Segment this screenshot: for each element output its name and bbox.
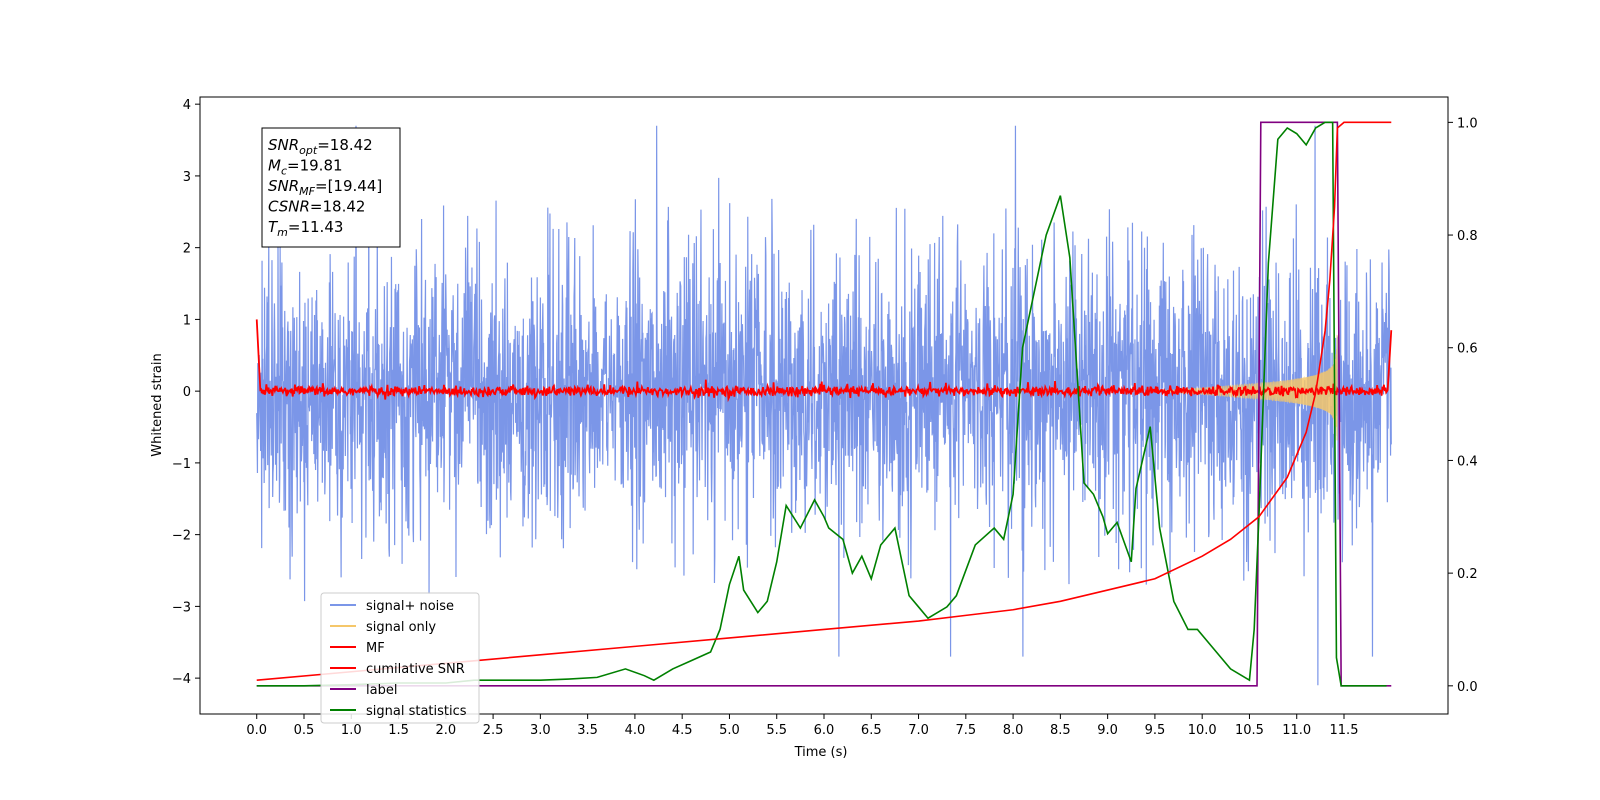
annotation-line: CSNR=18.42	[268, 198, 365, 216]
y-axis-right: 0.0 0.2 0.4 0.6 0.8 1.0	[1448, 116, 1478, 695]
x-tick-label: 7.5	[955, 723, 976, 738]
x-tick-label: 3.5	[577, 723, 598, 738]
legend-label: signal+ noise	[366, 599, 454, 614]
y-axis-left: −4 −3 −2 −1 0 1 2 3 4	[172, 98, 200, 687]
x-tick-label: 0.5	[294, 723, 315, 738]
x-tick-label: 10.5	[1235, 723, 1264, 738]
y-axis-label: Whitened strain	[150, 353, 165, 456]
x-tick-label: 4.0	[625, 723, 646, 738]
x-tick-label: 2.0	[435, 723, 456, 738]
series-signal-statistics	[256, 121, 1387, 687]
x-tick-label: 7.0	[908, 723, 929, 738]
x-axis: 0.0 0.5 1.0 1.5 2.0 2.5 3.0 3.5 4.0 4.5 5.0 5.5 6.0 6…	[246, 714, 1358, 738]
legend-frame	[320, 592, 480, 724]
y-right-tick-label: 0.0	[1457, 680, 1478, 695]
y-left-tick-label: 3	[183, 170, 191, 185]
x-tick-label: 0.0	[246, 723, 267, 738]
x-tick-label: 6.5	[861, 723, 882, 738]
x-tick-label: 5.5	[766, 723, 787, 738]
y-left-tick-label: 0	[183, 385, 191, 400]
legend-label: cumilative SNR	[366, 662, 465, 677]
x-tick-label: 9.5	[1145, 723, 1166, 738]
x-tick-label: 9.0	[1097, 723, 1118, 738]
annotation-line: SNRMF=[19.44]	[268, 177, 382, 198]
y-left-tick-label: −3	[172, 600, 191, 615]
y-left-tick-label: −1	[172, 457, 191, 472]
y-left-tick-label: 1	[183, 313, 191, 328]
x-tick-label: 1.5	[388, 723, 409, 738]
y-left-tick-label: −2	[172, 529, 191, 544]
y-right-tick-label: 1.0	[1457, 116, 1478, 131]
series-cumulative-snr	[256, 121, 1392, 681]
x-tick-label: 4.5	[672, 723, 693, 738]
y-left-tick-label: −4	[172, 672, 191, 687]
x-tick-label: 11.0	[1282, 723, 1311, 738]
y-left-tick-label: 4	[183, 98, 191, 113]
y-right-tick-label: 0.2	[1457, 567, 1478, 582]
y-right-tick-label: 0.8	[1457, 229, 1478, 244]
x-tick-label: 2.5	[483, 723, 504, 738]
legend-label: signal only	[366, 620, 436, 635]
y-right-tick-label: 0.4	[1457, 454, 1478, 469]
x-tick-label: 8.5	[1050, 723, 1071, 738]
x-tick-label: 10.0	[1188, 723, 1217, 738]
annotation-line: Mc=19.81	[268, 157, 343, 178]
y-right-tick-label: 0.6	[1457, 342, 1478, 357]
x-tick-label: 1.0	[341, 723, 362, 738]
legend-label: signal statistics	[366, 704, 467, 719]
x-tick-label: 8.0	[1003, 723, 1024, 738]
x-tick-label: 3.0	[530, 723, 551, 738]
x-tick-label: 5.0	[719, 723, 740, 738]
legend-label: MF	[366, 641, 385, 656]
annotation-line: Tm=11.43	[268, 218, 343, 239]
annotation-frame	[261, 127, 401, 248]
series-signal-noise	[256, 125, 1392, 686]
x-tick-label: 11.5	[1330, 723, 1359, 738]
x-tick-label: 6.0	[814, 723, 835, 738]
x-axis-label: Time (s)	[794, 745, 848, 760]
legend: signal+ noise signal only MF cumilative SNR…	[320, 592, 480, 724]
legend-label: label	[366, 683, 397, 698]
annotation-box: SNRopt=18.42Mc=19.81SNRMF=[19.44]CSNR=18…	[261, 127, 401, 248]
series-layer	[255, 121, 1393, 687]
series-mf	[255, 319, 1393, 403]
y-left-tick-label: 2	[183, 242, 191, 257]
annotation-line: SNRopt=18.42	[268, 136, 373, 157]
